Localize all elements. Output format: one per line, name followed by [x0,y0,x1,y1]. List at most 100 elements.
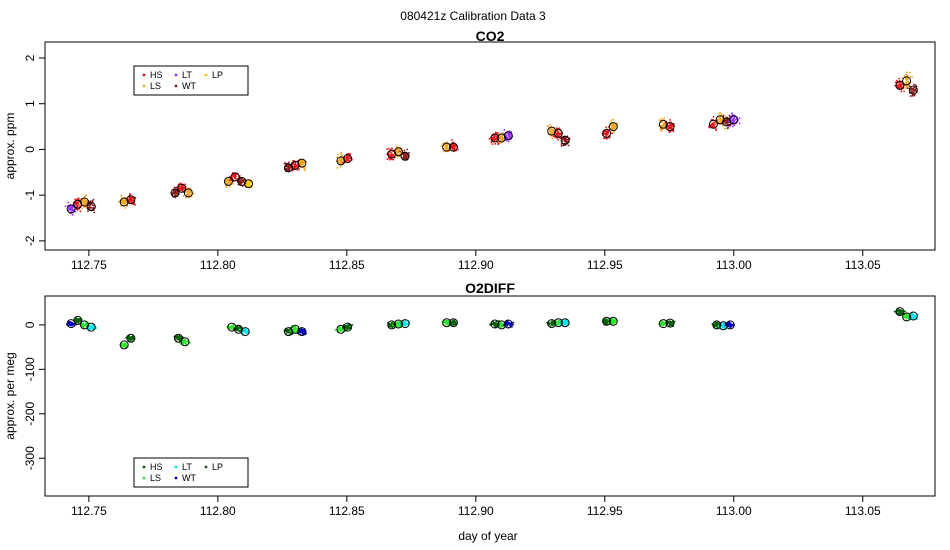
co2-point-HS [900,90,903,93]
co2-point-WT [563,136,566,139]
co2-point-HS [386,148,388,151]
o2-point-LT [90,325,93,328]
co2-point-LT [731,125,734,128]
co2-x-tick-label: 113.05 [845,258,881,272]
co2-point-HS [897,84,900,87]
co2-point-HS [347,159,349,162]
co2-point-WT [727,127,730,129]
co2-point-WT [911,94,914,97]
o2-point-LS [123,344,126,347]
co2-point-WT [238,178,241,181]
o2-legend-marker-LS [142,476,146,480]
co2-point-LS [337,160,340,163]
co2-point-WT [173,186,176,189]
o2-point-LT [91,323,94,326]
co2-point-HS [346,154,349,157]
co2-point-LS [442,150,445,153]
co2-point-WT [408,151,410,154]
co2-point-WT [287,161,290,164]
co2-point-LS [189,191,192,194]
o2-mean-marker-LS [290,324,300,334]
co2-point-WT [284,165,287,168]
co2-title: CO2 [476,28,505,44]
co2-mean-marker-LS [297,158,307,168]
co2-point-WT [722,114,725,117]
o2-point-LS [189,342,192,344]
o2-point-HS [287,329,290,331]
o2-point-HS [388,325,391,328]
co2-point-HS [670,123,673,125]
o2-point-WT [301,333,304,335]
co2-mean-marker-WT [237,176,247,186]
o2-point-LS [228,327,231,329]
o2-mean-marker-HS [547,319,557,329]
o2-x-tick-label: 112.75 [71,504,107,518]
o2-point-HS [552,322,555,325]
o2-point-LS [295,327,297,330]
co2-point-LT [508,133,511,136]
co2-point-WT [288,166,291,169]
o2-point-HS [178,338,181,340]
co2-point-LS [122,199,125,202]
o2-point-LS [184,341,187,344]
o2-point-LT [246,330,249,332]
o2-point-LT [722,323,725,326]
co2-x-tick-label: 112.95 [587,258,623,272]
co2-point-HS [183,186,186,189]
co2-point-HS [605,137,608,140]
o2-mean-marker-LS [902,312,912,322]
o2-point-LS [337,329,340,332]
o2-mean-marker-HS [448,318,458,328]
co2-point-LT [738,117,741,119]
co2-point-HS [488,138,491,140]
co2-legend-marker-WT [174,84,178,88]
co2-point-WT [175,193,178,196]
o2-plot-frame [44,295,936,497]
o2-mean-marker-LS [658,319,668,329]
co2-point-LS [398,149,401,151]
co2-mean-marker-HS [343,154,353,164]
o2-point-LS [83,323,85,326]
o2-point-HS [715,321,718,324]
co2-point-WT [89,206,91,209]
co2-point-LS [724,115,727,118]
co2-point-LT [738,122,741,125]
o2-point-LS [447,321,450,324]
co2-mean-marker-LT [729,115,738,125]
co2-point-LS [549,124,551,126]
o2-y-tick-label: -100 [23,357,37,381]
o2-point-HS [452,320,455,323]
o2-point-LS [557,320,560,323]
co2-point-WT [913,86,916,89]
co2-point-HS [75,202,78,204]
co2-point-HS [670,126,673,129]
co2-point-HS [181,189,184,192]
co2-point-LS [724,127,726,130]
co2-point-LS [124,199,126,202]
o2-mean-marker-HS [665,318,675,328]
co2-point-HS [903,90,905,93]
o2-mean-marker-HS [602,316,612,326]
co2-point-LS [551,128,554,131]
o2-point-WT [730,324,733,327]
co2-point-HS [493,136,496,139]
co2-mean-marker-LS [119,197,129,207]
co2-point-HS [181,188,184,191]
co2-point-LS [722,124,724,127]
o2-mean-marker-LS [497,320,507,330]
o2-point-HS [127,336,130,339]
co2-point-WT [724,122,727,125]
o2-mean-marker-LS [553,318,563,328]
co2-point-LS [340,154,343,157]
co2-point-LP [247,185,250,188]
o2-mean-marker-HS [712,320,722,330]
co2-point-HS [229,179,231,182]
co2-point-LS [551,132,554,135]
co2-point-WT [240,179,243,181]
co2-point-HS [179,182,182,185]
co2-point-HS [602,137,605,140]
co2-mean-marker-HS [230,172,240,182]
co2-point-LS [551,137,554,140]
co2-point-HS [392,153,395,156]
co2-point-HS [345,157,348,160]
